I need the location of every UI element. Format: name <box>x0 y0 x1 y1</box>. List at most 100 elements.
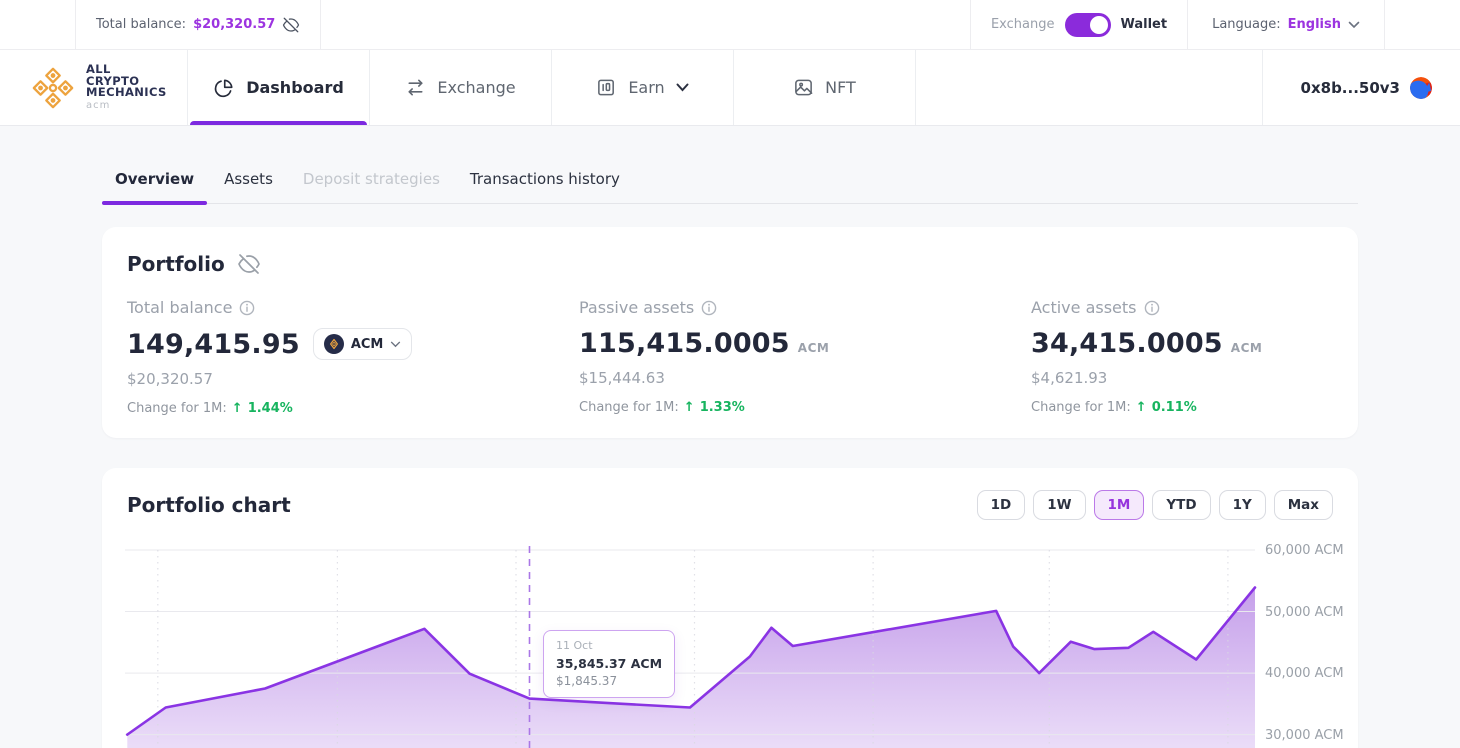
info-icon[interactable] <box>239 300 255 316</box>
utility-flex-spacer <box>321 0 970 49</box>
page-content: Overview Assets Deposit strategies Trans… <box>0 126 1460 748</box>
nav-label-nft: NFT <box>825 78 856 97</box>
info-icon[interactable] <box>701 300 717 316</box>
nav-label-earn: Earn <box>628 78 665 97</box>
nav-flex-spacer <box>916 50 1262 125</box>
total-balance-label: Total balance <box>127 298 233 317</box>
chevron-down-icon <box>676 83 689 92</box>
nav-item-dashboard[interactable]: Dashboard <box>188 50 370 125</box>
change-value: 1.44% <box>247 401 293 416</box>
time-range-group: 1D 1W 1M YTD 1Y Max <box>976 490 1333 520</box>
active-assets-fiat: $4,621.93 <box>1031 369 1108 387</box>
utility-spacer <box>1385 0 1460 49</box>
up-arrow-icon: ↑ <box>231 401 243 416</box>
tab-assets[interactable]: Assets <box>224 170 273 188</box>
total-balance-amount: 149,415.95 <box>127 328 300 360</box>
brand-line-3: MECHANICS <box>86 85 167 100</box>
tab-deposit-strategies[interactable]: Deposit strategies <box>302 170 440 188</box>
y-axis-label: 60,000 ACM <box>1265 543 1344 558</box>
currency-code: ACM <box>1230 340 1263 355</box>
brand-line-1: ALL <box>86 61 111 76</box>
nav-item-nft[interactable]: NFT <box>734 50 916 125</box>
brand-text: ALL CRYPTO MECHANICS acm <box>86 61 167 111</box>
passive-assets-fiat: $15,444.63 <box>579 369 665 387</box>
acm-coin-icon <box>323 334 344 354</box>
exchange-wallet-toggle[interactable] <box>1064 12 1111 37</box>
currency-code: ACM <box>350 336 384 352</box>
range-button-1w[interactable]: 1W <box>1033 490 1086 520</box>
nav-label-exchange: Exchange <box>437 78 516 97</box>
chart-title: Portfolio chart <box>127 493 291 517</box>
pie-chart-icon <box>213 77 235 99</box>
main-nav: ALL CRYPTO MECHANICS acm Dashboard Excha… <box>0 50 1460 126</box>
tooltip-value: 35,845.37 ACM <box>556 656 663 671</box>
wallet-address-button[interactable]: 0x8b...50v3 <box>1262 50 1460 125</box>
wallet-avatar <box>1410 76 1432 99</box>
range-button-ytd[interactable]: YTD <box>1152 490 1211 520</box>
bar-chart-icon <box>596 77 617 98</box>
tooltip-date: 11 Oct <box>556 639 593 652</box>
chevron-down-icon <box>390 341 401 348</box>
chart-canvas[interactable] <box>125 546 1257 748</box>
active-assets-label: Active assets <box>1031 298 1137 317</box>
language-label: Language: <box>1212 17 1281 32</box>
tab-transactions-history[interactable]: Transactions history <box>469 170 620 188</box>
toggle-wallet-label[interactable]: Wallet <box>1120 17 1168 32</box>
change-value: 0.11% <box>1151 400 1197 415</box>
brand-logo[interactable]: ALL CRYPTO MECHANICS acm <box>0 50 188 125</box>
tooltip-fiat: $1,845.37 <box>556 674 618 688</box>
nav-item-exchange[interactable]: Exchange <box>370 50 552 125</box>
header-total-balance: Total balance: $20,320.57 <box>76 0 322 49</box>
total-balance-fiat: $20,320.57 <box>127 370 213 388</box>
range-button-max[interactable]: Max <box>1273 490 1333 520</box>
acm-logo-icon <box>30 65 76 111</box>
swap-arrows-icon <box>405 77 426 98</box>
eye-off-icon[interactable] <box>237 252 261 276</box>
nav-item-earn[interactable]: Earn <box>552 50 734 125</box>
passive-assets-column: Passive assets 115,415.0005 ACM $15,444.… <box>579 298 1031 416</box>
nav-label-dashboard: Dashboard <box>246 78 344 97</box>
tab-overview[interactable]: Overview <box>102 170 208 205</box>
toggle-exchange-label[interactable]: Exchange <box>990 17 1055 32</box>
change-label: Change for 1M: <box>579 400 679 415</box>
currency-code: ACM <box>797 340 830 355</box>
active-assets-column: Active assets 34,415.0005 ACM $4,621.93 … <box>1031 298 1262 416</box>
brand-line-2: CRYPTO <box>86 73 140 88</box>
change-label: Change for 1M: <box>1031 400 1131 415</box>
info-icon[interactable] <box>1144 300 1160 316</box>
y-axis-label: 30,000 ACM <box>1265 727 1344 743</box>
chart-tooltip: 11 Oct 35,845.37 ACM $1,845.37 <box>543 630 676 698</box>
change-label: Change for 1M: <box>127 401 227 416</box>
portfolio-chart-card: Portfolio chart 1D 1W 1M YTD 1Y Max 60,0… <box>102 468 1358 748</box>
portfolio-title: Portfolio <box>127 252 225 276</box>
chevron-down-icon <box>1348 21 1360 29</box>
active-assets-amount: 34,415.0005 <box>1031 328 1223 359</box>
y-axis-label: 40,000 ACM <box>1265 666 1344 682</box>
section-tabs: Overview Assets Deposit strategies Trans… <box>102 170 1358 205</box>
portfolio-card: Portfolio Total balance 149, <box>102 227 1358 438</box>
utility-bar: Total balance: $20,320.57 Exchange Walle… <box>0 0 1460 50</box>
total-balance-column: Total balance 149,415.95 ACM <box>127 298 579 416</box>
change-value: 1.33% <box>699 400 745 415</box>
range-button-1y[interactable]: 1Y <box>1218 490 1266 520</box>
up-arrow-icon: ↑ <box>1135 400 1147 415</box>
toggle-knob <box>1089 15 1108 34</box>
passive-assets-amount: 115,415.0005 <box>579 328 790 359</box>
range-button-1m[interactable]: 1M <box>1093 490 1145 520</box>
range-button-1d[interactable]: 1D <box>976 490 1026 520</box>
language-selector[interactable]: Language: English <box>1187 0 1385 49</box>
up-arrow-icon: ↑ <box>683 400 695 415</box>
eye-off-icon[interactable] <box>282 16 300 34</box>
brand-subtitle: acm <box>86 99 111 111</box>
image-icon <box>793 77 814 98</box>
currency-selector[interactable]: ACM <box>312 328 413 360</box>
portfolio-area-chart[interactable]: 60,000 ACM 50,000 ACM 40,000 ACM 30,000 ACM… <box>102 543 1358 748</box>
language-value: English <box>1287 17 1341 32</box>
wallet-address: 0x8b...50v3 <box>1300 78 1400 97</box>
y-axis-label: 50,000 ACM <box>1265 604 1344 620</box>
utility-spacer <box>0 0 76 49</box>
passive-assets-label: Passive assets <box>579 298 695 317</box>
total-balance-value: $20,320.57 <box>193 17 276 32</box>
exchange-wallet-switch: Exchange Wallet <box>969 0 1187 49</box>
total-balance-label: Total balance: <box>96 17 187 32</box>
